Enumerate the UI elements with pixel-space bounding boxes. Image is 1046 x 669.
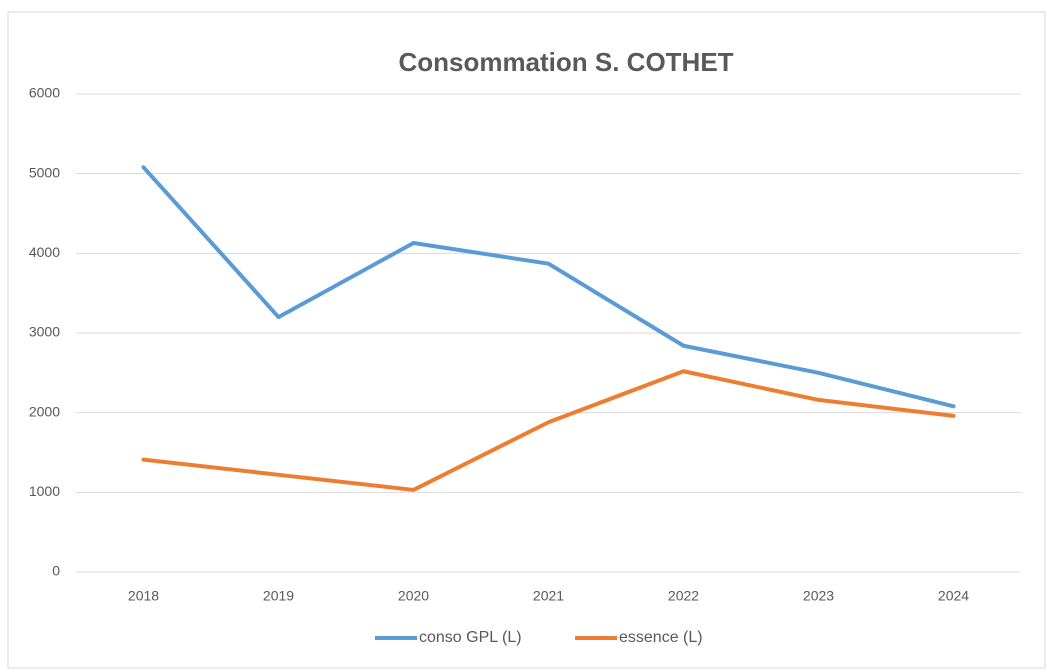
y-tick-label: 5000 xyxy=(29,164,60,180)
x-tick-label: 2018 xyxy=(128,588,159,604)
x-tick-label: 2022 xyxy=(668,588,699,604)
chart-title: Consommation S. COTHET xyxy=(398,47,733,77)
legend-label: essence (L) xyxy=(619,629,703,646)
series-line xyxy=(141,369,956,492)
x-tick-label: 2023 xyxy=(803,588,834,604)
y-tick-label: 6000 xyxy=(29,85,60,101)
chart-border xyxy=(7,11,1046,669)
y-tick-label: 1000 xyxy=(29,483,60,499)
x-tick-label: 2024 xyxy=(938,588,969,604)
y-tick-label: 4000 xyxy=(29,244,60,260)
x-tick-label: 2020 xyxy=(398,588,429,604)
y-tick-label: 2000 xyxy=(29,403,60,419)
x-tick-label: 2019 xyxy=(263,588,294,604)
y-tick-label: 0 xyxy=(52,563,60,579)
series-line xyxy=(141,165,956,409)
legend-label: conso GPL (L) xyxy=(419,629,522,646)
y-tick-label: 3000 xyxy=(29,324,60,340)
x-tick-label: 2021 xyxy=(533,588,564,604)
